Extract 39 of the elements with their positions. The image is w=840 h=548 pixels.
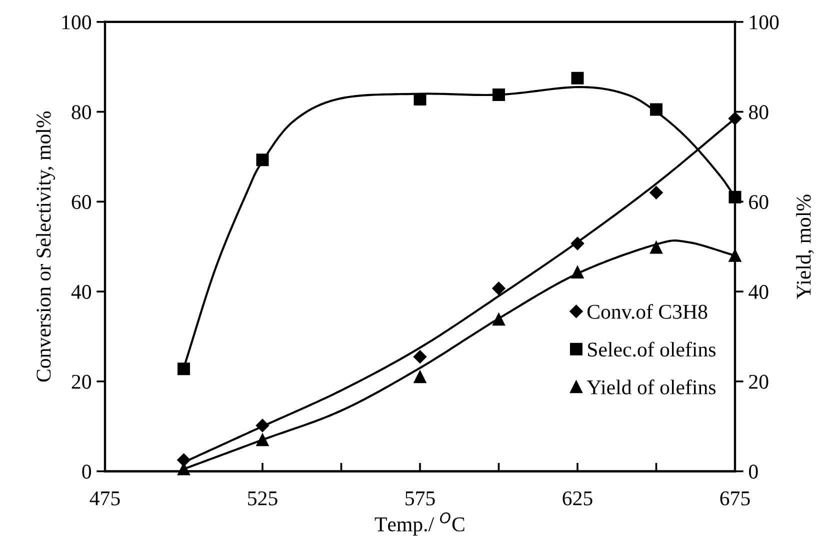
x-tick-label: 675 (720, 491, 750, 506)
legend-label: Yield of olefins (586, 380, 716, 394)
x-tick-label: 525 (248, 491, 278, 506)
y2-tick-label: 100 (750, 15, 779, 30)
point (178, 362, 190, 376)
legend-label: Selec.of olefins (588, 342, 716, 357)
y2-tick-label: 20 (749, 374, 768, 389)
point (414, 370, 426, 384)
y-tick-label: 0 (82, 464, 92, 479)
point (413, 350, 427, 364)
y2-tick-label: 40 (748, 284, 768, 299)
y2-tick-label: 60 (749, 195, 768, 210)
point (177, 453, 190, 467)
point (650, 241, 662, 254)
y-tick-label: 80 (72, 105, 92, 120)
x-tick-label: 625 (562, 491, 592, 506)
x-tick-label: 475 (90, 491, 120, 506)
point (492, 88, 505, 101)
point (650, 103, 662, 116)
point (256, 418, 270, 432)
y-tick-label: 20 (72, 374, 92, 389)
y-tick-label: 100 (62, 15, 92, 30)
point (256, 154, 269, 166)
x-axis-title: Temp./ $^{O}$C (374, 512, 464, 536)
point (570, 236, 584, 250)
point (571, 266, 584, 278)
y-axis-title: Conversion or Selectivity, mol% (36, 111, 55, 382)
y-tick-label: 60 (72, 195, 92, 210)
y2-tick-label: 80 (748, 105, 768, 120)
point (571, 72, 584, 84)
point (492, 282, 506, 295)
y2-axis-title: Yield, mol% (796, 194, 814, 300)
legend-label: Conv.of C3H8 (587, 304, 708, 319)
y-tick-label: 40 (71, 284, 92, 299)
y2-tick-label: 0 (748, 464, 758, 479)
point (492, 313, 505, 326)
point (256, 434, 269, 446)
x-tick-label: 575 (406, 492, 435, 506)
point (650, 186, 663, 200)
